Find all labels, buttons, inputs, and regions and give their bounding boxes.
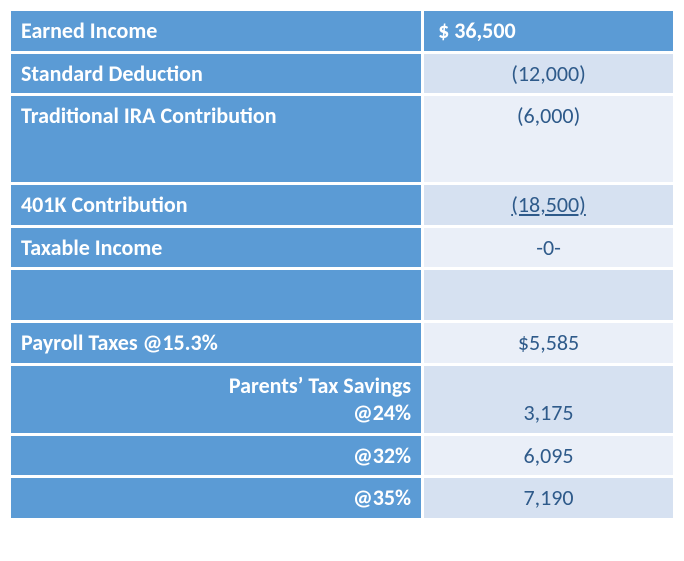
value-taxable-income: -0- [423, 226, 675, 269]
label-at-32: @32% [10, 434, 423, 477]
label-401k-contribution: 401K Contribution [10, 184, 423, 227]
row-taxable-income: Taxable Income -0- [10, 226, 675, 269]
text-parents-savings: Parents’ Tax Savings [229, 372, 411, 399]
row-spacer [10, 269, 675, 322]
spacer-label [10, 269, 423, 322]
row-parents-savings-24: Parents’ Tax Savings @24% 3,175 [10, 364, 675, 434]
value-at-32: 6,095 [423, 434, 675, 477]
label-payroll-taxes: Payroll Taxes @15.3% [10, 322, 423, 365]
label-taxable-income: Taxable Income [10, 226, 423, 269]
row-ira-contribution: Traditional IRA Contribution (6,000) [10, 95, 675, 184]
value-payroll-taxes: $5,585 [423, 322, 675, 365]
value-earned-income: $ 36,500 [423, 10, 675, 53]
value-ira-contribution: (6,000) [423, 95, 675, 184]
value-401k-contribution: (18,500) [423, 184, 675, 227]
label-ira-contribution: Traditional IRA Contribution [10, 95, 423, 184]
value-standard-deduction: (12,000) [423, 52, 675, 95]
label-earned-income: Earned Income [10, 10, 423, 53]
text-at-24: @24% [353, 399, 411, 426]
value-at-35: 7,190 [423, 477, 675, 520]
label-at-35: @35% [10, 477, 423, 520]
row-at-35: @35% 7,190 [10, 477, 675, 520]
row-standard-deduction: Standard Deduction (12,000) [10, 52, 675, 95]
row-at-32: @32% 6,095 [10, 434, 675, 477]
tax-calculation-table: Earned Income $ 36,500 Standard Deductio… [8, 8, 676, 521]
spacer-value [423, 269, 675, 322]
row-401k-contribution: 401K Contribution (18,500) [10, 184, 675, 227]
row-earned-income: Earned Income $ 36,500 [10, 10, 675, 53]
row-payroll-taxes: Payroll Taxes @15.3% $5,585 [10, 322, 675, 365]
label-standard-deduction: Standard Deduction [10, 52, 423, 95]
label-parents-savings: Parents’ Tax Savings @24% [10, 364, 423, 434]
value-at-24: 3,175 [423, 364, 675, 434]
